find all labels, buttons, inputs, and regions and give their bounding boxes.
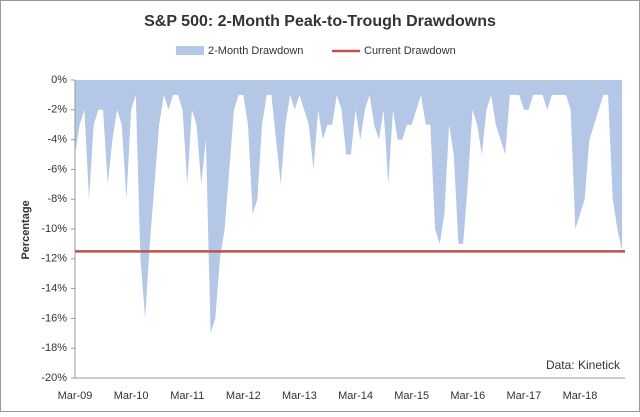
- x-tick-label: Mar-09: [58, 390, 93, 402]
- chart-title: S&P 500: 2-Month Peak-to-Trough Drawdown…: [144, 13, 496, 30]
- x-tick-label: Mar-16: [450, 390, 485, 402]
- x-tick-label: Mar-14: [338, 390, 373, 402]
- area: [75, 80, 623, 334]
- legend-label: Current Drawdown: [364, 45, 456, 57]
- y-tick-label: -6%: [47, 163, 67, 175]
- y-tick-label: -8%: [47, 193, 67, 205]
- y-tick-label: -20%: [41, 372, 67, 384]
- legend-label: 2-Month Drawdown: [208, 45, 303, 57]
- y-tick-label: -14%: [41, 283, 67, 295]
- y-tick-label: -12%: [41, 253, 67, 265]
- y-tick-label: -18%: [41, 342, 67, 354]
- x-tick-label: Mar-18: [563, 390, 598, 402]
- x-tick-label: Mar-12: [226, 390, 261, 402]
- y-tick-label: -16%: [41, 312, 67, 324]
- x-tick-label: Mar-13: [282, 390, 317, 402]
- x-tick-label: Mar-15: [394, 390, 429, 402]
- y-tick-label: -2%: [47, 104, 67, 116]
- y-tick-label: 0%: [51, 74, 67, 86]
- y-tick-label: -4%: [47, 134, 67, 146]
- y-axis-label: Percentage: [20, 200, 32, 259]
- annotation: Data: Kinetick: [546, 358, 621, 372]
- legend-swatch: [176, 46, 204, 55]
- y-tick-label: -10%: [41, 223, 67, 235]
- x-tick-label: Mar-11: [170, 390, 204, 402]
- x-tick-label: Mar-17: [506, 390, 541, 402]
- x-tick-label: Mar-10: [114, 390, 149, 402]
